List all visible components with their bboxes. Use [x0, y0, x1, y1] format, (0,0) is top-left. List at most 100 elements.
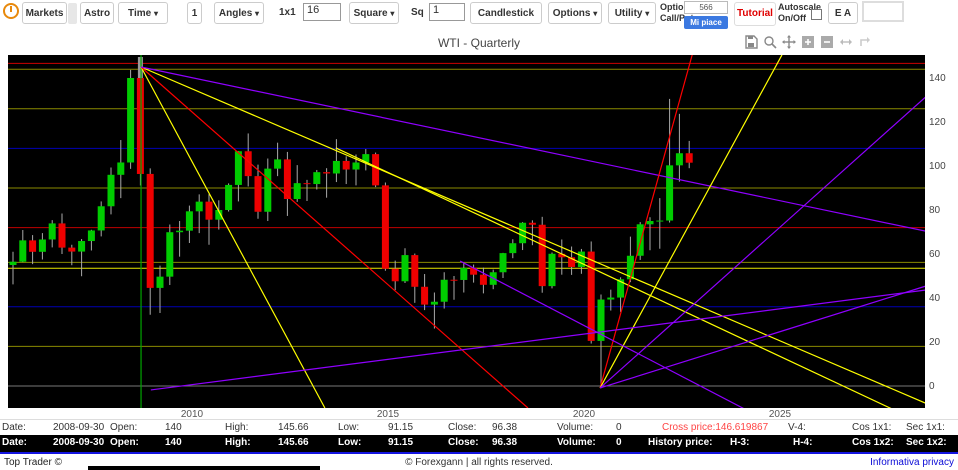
- candle-body: [646, 221, 654, 225]
- candle-body: [107, 174, 115, 207]
- options-dropdown[interactable]: Options ▾: [548, 2, 602, 24]
- like-button[interactable]: Mi piace: [684, 16, 728, 29]
- gann-fan-line: [150, 289, 925, 391]
- candle-body: [87, 230, 95, 242]
- candle-body: [254, 176, 262, 212]
- utility-label: Utility: [614, 8, 643, 19]
- autoscale-checkbox[interactable]: [811, 9, 822, 20]
- candlestick-button[interactable]: Candlestick: [470, 2, 542, 24]
- candle-body: [666, 165, 674, 221]
- chevron-down-icon: ▾: [645, 9, 650, 18]
- candlestick-chart-svg[interactable]: [0, 55, 958, 408]
- square-dropdown[interactable]: Square ▾: [349, 2, 399, 24]
- candle-body: [411, 255, 419, 287]
- save-icon[interactable]: [744, 35, 758, 49]
- gann-fan-line: [140, 66, 326, 408]
- candle-body: [372, 154, 380, 186]
- gann-fan-line: [599, 285, 925, 389]
- price-chart[interactable]: [0, 55, 958, 408]
- candle-body: [185, 211, 193, 231]
- x-tick-label: 2020: [572, 409, 596, 420]
- y-tick-label: 40: [929, 293, 941, 304]
- candle-body: [617, 279, 625, 298]
- x-tick-label: 2025: [768, 409, 792, 420]
- candle-body: [342, 160, 350, 170]
- candle-body: [136, 78, 144, 174]
- candle-body: [381, 185, 389, 269]
- zoom-icon[interactable]: [763, 35, 777, 49]
- candle-body: [166, 232, 174, 277]
- zoom-out-icon[interactable]: [820, 35, 834, 49]
- open-value: 140: [165, 422, 182, 433]
- candle-body: [479, 274, 487, 285]
- options-label: Options: [552, 8, 591, 19]
- date-value: 2008-09-30: [53, 437, 105, 448]
- chart-title: WTI - Quarterly: [437, 36, 520, 50]
- gann-fan-line: [140, 66, 529, 408]
- high-label: High:: [225, 422, 249, 433]
- markets-button[interactable]: Markets: [22, 2, 67, 24]
- astro-button[interactable]: Astro: [80, 2, 114, 24]
- time-dropdown[interactable]: Time ▾: [118, 2, 168, 24]
- reset-axes-icon[interactable]: [858, 35, 872, 49]
- gann-fan-line: [459, 260, 744, 408]
- top-toolbar: Markets Astro Time ▾ 1 Angles ▾ 1x1 16 S…: [0, 0, 958, 31]
- autoscale-icon[interactable]: [839, 35, 853, 49]
- candle-body: [195, 201, 203, 212]
- candle-body: [78, 241, 86, 252]
- candle-body: [391, 268, 399, 282]
- date-label: Date:: [2, 422, 26, 433]
- footer-brand: Top Trader ©: [4, 457, 62, 468]
- candle-body: [127, 78, 135, 163]
- candle-body: [499, 253, 507, 273]
- pan-icon[interactable]: [782, 35, 796, 49]
- utility-dropdown[interactable]: Utility ▾: [608, 2, 656, 24]
- candle-body: [244, 151, 252, 177]
- clock-icon[interactable]: [3, 3, 19, 19]
- toolbar-separator: [68, 3, 77, 24]
- angles-dropdown[interactable]: Angles ▾: [214, 2, 264, 24]
- candle-body: [313, 172, 321, 185]
- volume-value: 0: [616, 422, 622, 433]
- ea-button[interactable]: E A: [828, 2, 858, 24]
- zoom-in-icon[interactable]: [801, 35, 815, 49]
- candle-body: [558, 253, 566, 258]
- empty-input-box[interactable]: [862, 1, 904, 22]
- v4-label: V-4:: [788, 422, 806, 433]
- open-value: 140: [165, 437, 182, 448]
- one-by-one-label: 1x1: [279, 7, 296, 18]
- candle-body: [303, 183, 311, 185]
- open-label: Open:: [110, 422, 138, 433]
- candle-body: [205, 201, 213, 220]
- low-label: Low:: [338, 422, 360, 433]
- y-tick-label: 20: [929, 337, 941, 348]
- square-size-input[interactable]: 16: [303, 3, 341, 21]
- chevron-down-icon: ▾: [593, 9, 598, 18]
- square-label: Square: [353, 8, 388, 19]
- candle-body: [607, 297, 615, 300]
- footer: Top Trader © © Forexgann | all rights re…: [0, 452, 958, 470]
- sec1x1-label: Sec 1x1:: [906, 422, 945, 433]
- candle-body: [323, 172, 331, 174]
- cos1x1-label: Cos 1x1:: [852, 422, 892, 433]
- cursor-info-row: Date: 2008-09-30 Open: 140 High: 145.66 …: [0, 419, 958, 436]
- tutorial-button[interactable]: Tutorial: [734, 2, 776, 26]
- candle-body: [460, 267, 468, 280]
- candle-body: [597, 299, 605, 341]
- cross-price: Cross price:146.619867: [662, 422, 769, 433]
- candle-body: [234, 151, 242, 185]
- candle-body: [97, 206, 105, 231]
- candle-body: [577, 251, 585, 267]
- history-price-label: History price:: [648, 437, 713, 448]
- y-tick-label: 80: [929, 205, 941, 216]
- candle-body: [38, 239, 46, 252]
- privacy-link[interactable]: Informativa privacy: [870, 457, 954, 468]
- sec1x2-label: Sec 1x2:: [906, 437, 947, 448]
- candle-body: [215, 210, 223, 220]
- sq-input[interactable]: 1: [429, 3, 465, 21]
- time-multiplier[interactable]: 1: [187, 2, 202, 24]
- autoscale-label: Autoscale On/Off: [778, 2, 826, 24]
- candle-body: [401, 255, 409, 282]
- candle-body: [332, 160, 340, 174]
